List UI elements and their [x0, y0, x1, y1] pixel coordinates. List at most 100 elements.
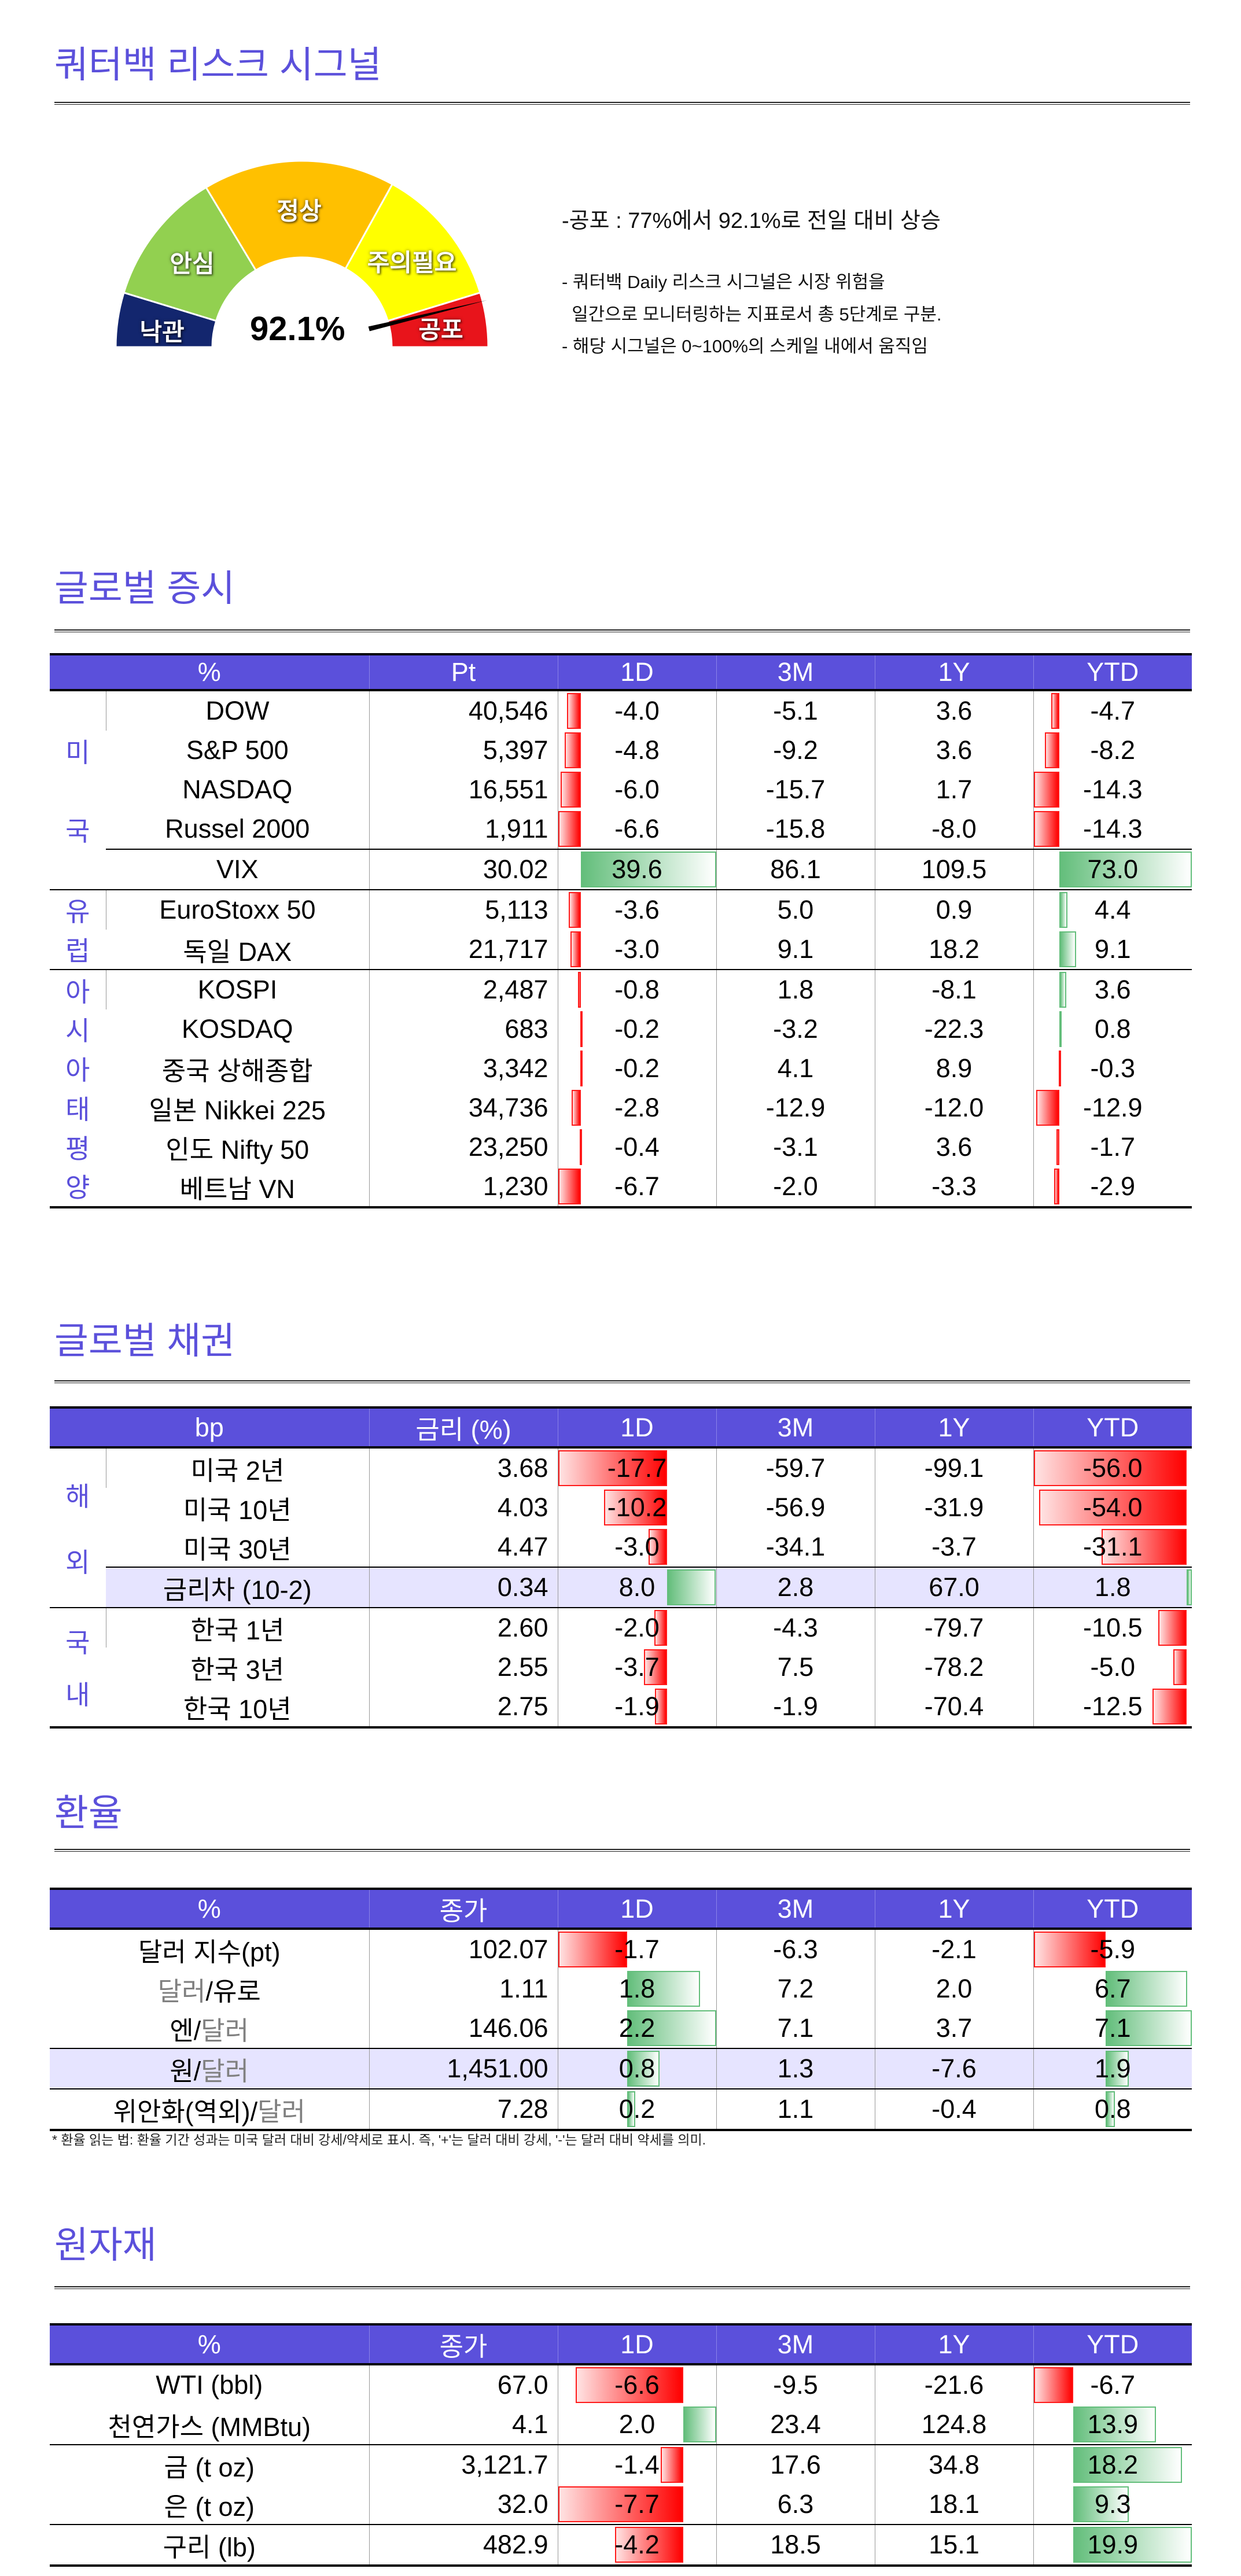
gauge-segment-normal — [205, 160, 394, 272]
change-cell-y1: 2.0 — [874, 1969, 1034, 2009]
change-cell-d1: -4.8 — [557, 731, 717, 770]
change-cell-m3: 86.1 — [716, 849, 875, 890]
row-name: 천연가스 (MMBtu) — [50, 2405, 369, 2445]
row-name: Russel 2000 — [165, 814, 310, 843]
column-header: 1D — [557, 2323, 717, 2365]
negative-data-bar — [1102, 1529, 1187, 1565]
group-label-char: 양 — [65, 1173, 90, 1203]
change-value: -12.9 — [1082, 1093, 1143, 1122]
change-value: -1.4 — [614, 2450, 660, 2479]
change-cell-d1: -10.2 — [557, 1488, 716, 1527]
change-value: -10.2 — [607, 1492, 667, 1522]
group-label-char: 해 — [65, 1482, 90, 1512]
change-cell-ytd: -14.3 — [1033, 770, 1192, 809]
row-name: VIX — [106, 849, 370, 890]
change-cell-y1: -21.6 — [874, 2364, 1034, 2405]
column-header: 1D — [557, 1406, 716, 1449]
change-cell-m3: -59.7 — [716, 1447, 875, 1488]
change-cell-d1: -3.6 — [557, 889, 717, 930]
change-value: 3.6 — [936, 696, 973, 725]
value-cell: 5,113 — [369, 889, 558, 930]
change-value: 0.2 — [618, 2094, 656, 2124]
change-cell-ytd: -8.2 — [1033, 731, 1192, 770]
change-cell-m3: 5.0 — [716, 889, 875, 930]
change-value: -2.9 — [1090, 1171, 1136, 1201]
change-cell-m3: 6.3 — [716, 2485, 875, 2525]
positive-data-bar — [1073, 2447, 1182, 2483]
fx-table: % 종가 1D 3M 1Y YTD 달러 지수(pt) 102.07 -1.7 -6.3 -2.1 -… — [50, 1888, 1192, 2131]
change-cell-y1: -70.4 — [874, 1687, 1033, 1729]
positive-data-bar — [1105, 1971, 1187, 2007]
gauge-segment-caution — [344, 183, 481, 322]
bonds-title: 글로벌 채권 — [54, 1320, 235, 1362]
change-value: 1.8 — [1094, 1572, 1131, 1602]
table-row: 미국 30년 4.47 -3.0 -34.1 -3.7 -31.1 — [50, 1527, 1192, 1567]
negative-data-bar — [579, 1129, 582, 1165]
change-value: -34.1 — [765, 1532, 826, 1561]
negative-data-bar — [1039, 1490, 1187, 1525]
value-cell: 102.07 — [369, 1929, 558, 1969]
change-cell-d1: -3.0 — [557, 930, 717, 970]
positive-data-bar — [1059, 972, 1066, 1008]
negative-data-bar — [1033, 1450, 1187, 1486]
change-value: 124.8 — [921, 2409, 987, 2439]
gauge-label-optimism: 낙관 — [139, 318, 185, 346]
change-cell-m3: -15.7 — [716, 770, 875, 809]
change-value: -1.9 — [773, 1691, 818, 1721]
row-name: 엔/달러 — [50, 2009, 369, 2048]
change-value: -56.0 — [1082, 1453, 1143, 1483]
change-value: 0.8 — [1094, 2094, 1131, 2124]
row-name: 일본 Nikkei 225 — [149, 1095, 326, 1125]
row-name: 달러 지수(pt) — [50, 1929, 369, 1969]
negative-data-bar — [648, 1529, 667, 1565]
change-value: 19.9 — [1087, 2530, 1139, 2559]
change-cell-d1: -0.2 — [557, 1009, 717, 1049]
change-value: -2.1 — [931, 1934, 977, 1964]
change-value: -1.9 — [614, 1691, 660, 1721]
negative-data-bar — [580, 1011, 583, 1047]
change-value: -12.9 — [765, 1093, 826, 1122]
positive-data-bar — [1059, 931, 1076, 967]
row-name: 달러/유로 — [50, 1969, 369, 2009]
change-value: 1.8 — [777, 975, 814, 1004]
table-row: 인도 Nifty 50 23,250 -0.4 -3.1 3.6 -1.7 — [50, 1127, 1192, 1167]
change-value: -3.6 — [614, 895, 660, 924]
change-value: -1.7 — [1090, 1132, 1136, 1162]
row-name: 인도 Nifty 50 — [165, 1134, 310, 1164]
row-name: EuroStoxx 50 — [105, 889, 370, 930]
change-cell-ytd: 0.8 — [1033, 2088, 1192, 2131]
row-name-part: 엔/ — [170, 2015, 201, 2046]
change-cell-ytd: 1.9 — [1033, 2048, 1192, 2089]
row-name: 중국 상해종합 — [161, 1056, 313, 1086]
value-cell: 2.75 — [369, 1687, 558, 1729]
negative-data-bar — [1033, 2367, 1074, 2403]
value-cell: 1,911 — [369, 809, 558, 849]
value-cell: 1,451.00 — [369, 2048, 558, 2089]
change-cell-y1: -8.1 — [874, 969, 1034, 1009]
change-value: -8.0 — [931, 814, 977, 843]
commodities-title: 원자재 — [54, 2224, 157, 2266]
change-value: -59.7 — [765, 1453, 826, 1483]
row-name-part: WTI (bbl) — [156, 2370, 263, 2400]
group-label-char: 유 — [65, 897, 90, 927]
column-header: YTD — [1033, 653, 1192, 691]
value-cell: 4.03 — [369, 1488, 558, 1527]
change-value: -0.2 — [614, 1014, 660, 1044]
column-header: 3M — [716, 1406, 875, 1449]
negative-data-bar — [604, 1490, 667, 1525]
table-row: 구리 (lb) 482.9 -4.2 18.5 15.1 19.9 — [50, 2524, 1192, 2567]
change-cell-ytd: 73.0 — [1033, 849, 1192, 890]
value-cell: 16,551 — [369, 770, 558, 809]
title-divider — [54, 102, 1190, 105]
change-value: -4.7 — [1090, 696, 1136, 725]
change-cell-y1: -12.0 — [874, 1088, 1034, 1127]
change-value: -54.0 — [1082, 1492, 1143, 1522]
change-cell-d1: -6.7 — [557, 1167, 717, 1208]
value-cell: 3,121.7 — [369, 2444, 558, 2485]
signal-note: - 해당 시그널은 0~100%의 스케일 내에서 움직임 — [562, 336, 928, 356]
